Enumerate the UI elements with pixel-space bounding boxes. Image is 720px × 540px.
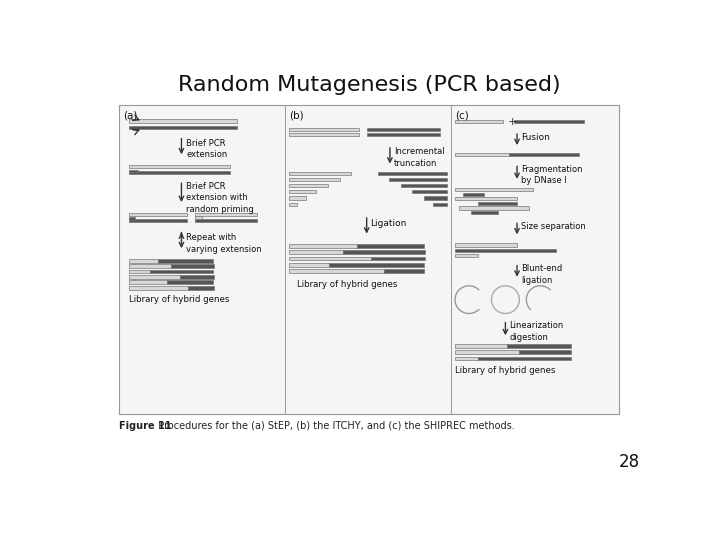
Bar (289, 202, 297, 206)
Bar (180, 275, 214, 279)
Text: (a): (a) (123, 110, 138, 120)
Bar (289, 133, 359, 137)
Text: +: + (508, 117, 517, 127)
Bar (289, 197, 306, 200)
Bar (289, 178, 340, 181)
Bar (289, 172, 351, 175)
Text: Procedures for the (a) StEP, (b) the ITCHY, and (c) the SHIPREC methods.: Procedures for the (a) StEP, (b) the ITC… (152, 421, 515, 430)
Text: (b): (b) (289, 110, 304, 120)
Text: 28: 28 (619, 454, 640, 471)
Bar (167, 280, 213, 284)
Bar (509, 153, 579, 156)
Bar (463, 193, 485, 195)
Bar (389, 178, 447, 181)
Bar (289, 244, 356, 248)
Bar (150, 269, 213, 273)
Bar (518, 350, 570, 354)
Bar (455, 244, 517, 247)
Bar (289, 251, 343, 254)
Bar (356, 244, 424, 248)
Bar (195, 217, 202, 219)
Bar (413, 190, 447, 193)
Text: Incremental
truncation: Incremental truncation (394, 147, 444, 167)
Bar (129, 213, 187, 215)
Bar (289, 262, 330, 267)
Text: Blunt-end
ligation: Blunt-end ligation (521, 264, 562, 285)
Text: Size separation: Size separation (521, 222, 585, 231)
Bar (289, 190, 316, 193)
Bar (129, 165, 230, 168)
Bar (189, 286, 214, 289)
Bar (433, 202, 447, 206)
Text: Repeat with
varying extension: Repeat with varying extension (186, 233, 262, 254)
Text: Fusion: Fusion (521, 132, 550, 141)
Bar (455, 188, 533, 191)
Bar (158, 259, 213, 262)
Bar (129, 259, 158, 262)
Bar (478, 202, 517, 205)
Bar (129, 126, 238, 130)
Bar (129, 264, 171, 268)
Bar (289, 128, 359, 131)
Bar (330, 262, 424, 267)
Bar (384, 269, 424, 273)
Bar (371, 256, 425, 260)
Text: Ligation: Ligation (371, 219, 407, 228)
Bar (343, 251, 425, 254)
Bar (129, 269, 150, 273)
Bar (455, 153, 509, 156)
Bar (129, 286, 189, 289)
Text: Library of hybrid genes: Library of hybrid genes (455, 366, 555, 375)
Bar (455, 249, 556, 252)
Bar (129, 219, 187, 222)
Bar (455, 254, 478, 257)
Text: Linearization
digestion: Linearization digestion (509, 321, 564, 342)
Bar (129, 217, 135, 220)
Bar (129, 170, 138, 172)
Bar (455, 345, 507, 348)
Text: Library of hybrid genes: Library of hybrid genes (129, 295, 229, 304)
Bar (478, 356, 571, 361)
Text: Random Mutagenesis (PCR based): Random Mutagenesis (PCR based) (178, 75, 560, 95)
Text: Brief PCR
extension: Brief PCR extension (186, 139, 228, 159)
Bar (401, 184, 447, 187)
Bar (195, 213, 258, 215)
Bar (120, 105, 618, 414)
Bar (366, 128, 441, 131)
Bar (171, 264, 214, 268)
Text: Library of hybrid genes: Library of hybrid genes (297, 280, 397, 289)
Bar (366, 133, 441, 137)
Text: Fragmentation
by DNase I: Fragmentation by DNase I (521, 165, 582, 185)
Bar (471, 211, 498, 214)
Bar (455, 197, 517, 200)
Text: (c): (c) (455, 110, 469, 120)
Bar (455, 350, 518, 354)
Bar (289, 269, 384, 273)
Bar (424, 197, 447, 200)
Bar (514, 120, 584, 123)
Bar (129, 119, 238, 123)
Bar (129, 171, 230, 174)
Bar (195, 219, 258, 222)
Bar (289, 256, 371, 260)
Text: Figure 11: Figure 11 (120, 421, 172, 430)
Bar (377, 172, 447, 175)
Text: Brief PCR
extension with
random priming: Brief PCR extension with random priming (186, 182, 254, 214)
Bar (129, 280, 167, 284)
Bar (507, 345, 570, 348)
Bar (129, 275, 180, 279)
Bar (289, 184, 328, 187)
Bar (459, 206, 528, 210)
Bar (455, 120, 503, 123)
Bar (455, 356, 478, 361)
